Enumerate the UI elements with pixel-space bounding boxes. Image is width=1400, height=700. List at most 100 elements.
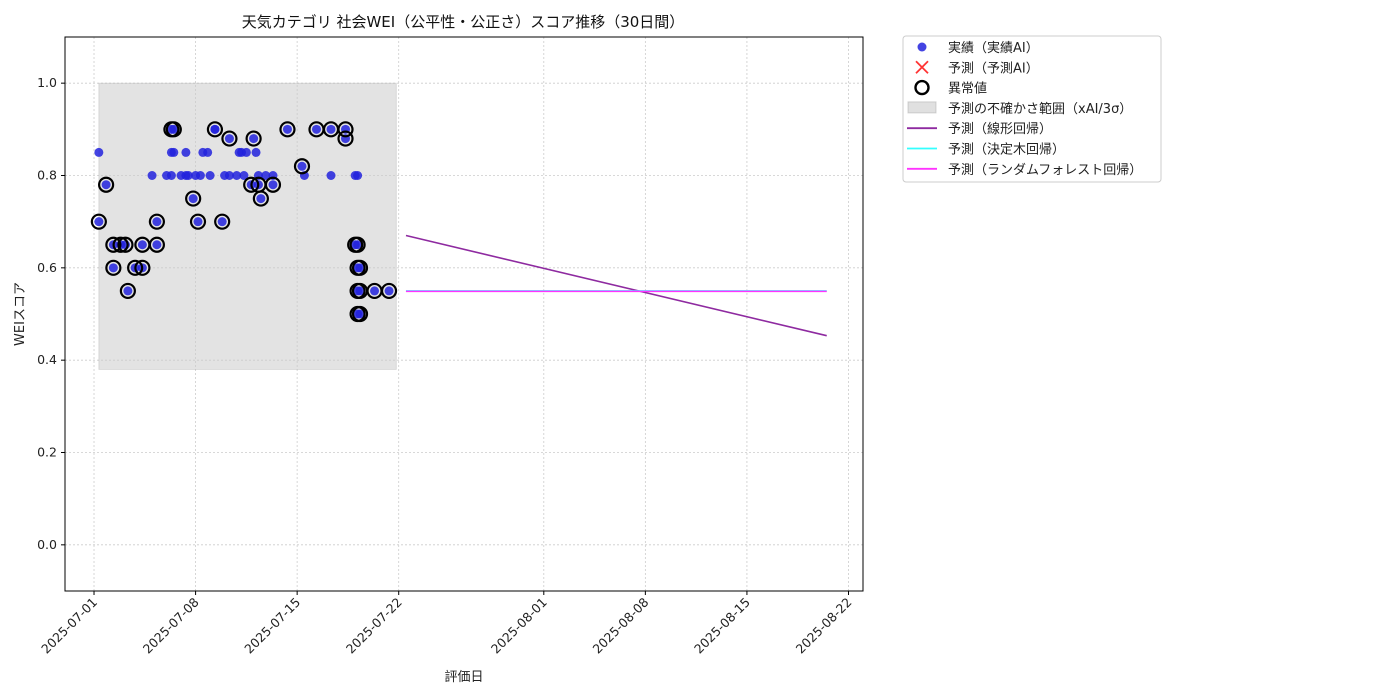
anomaly-marker (264, 176, 282, 193)
anomaly-marker (134, 259, 151, 276)
actual-point (241, 147, 251, 157)
anomaly-marker (148, 236, 165, 253)
actual-point (355, 263, 365, 273)
actual-point (94, 217, 104, 227)
legend-marker-ring (914, 79, 930, 96)
anomaly-marker (112, 236, 129, 253)
actual-point (123, 286, 133, 296)
legend-entry: 予測（決定木回帰） (907, 142, 1065, 158)
actual-point (152, 240, 162, 250)
legend-entry: 予測の不確かさ範囲（xAI/3σ） (907, 101, 1132, 117)
anomaly-marker (351, 305, 369, 323)
legend-entry: 実績（実績AI） (917, 40, 1039, 56)
legend-label: 予測の不確かさ範囲（xAI/3σ） (948, 101, 1132, 117)
actual-point (205, 171, 215, 180)
y-tick-label: 1.0 (37, 75, 57, 90)
actual-point (326, 124, 336, 134)
anomaly-markers (90, 121, 398, 323)
prediction-line-linear (405, 234, 827, 337)
actual-point (384, 286, 394, 296)
anomaly-marker (293, 158, 311, 175)
actual-point (370, 286, 380, 296)
actual-point (217, 217, 227, 227)
anomaly-marker (105, 259, 122, 276)
actual-point (94, 147, 104, 157)
legend-label: 実績（実績AI） (948, 40, 1039, 56)
actual-point (224, 171, 234, 180)
anomaly-marker (117, 236, 134, 253)
actual-point (297, 161, 307, 171)
anomaly-marker (105, 236, 122, 253)
anomaly-marker (252, 190, 269, 207)
prediction-lines (405, 234, 827, 337)
actual-point (210, 124, 220, 134)
actual-point (353, 171, 363, 180)
legend-marker-dot (917, 42, 927, 52)
plot-area (64, 36, 864, 592)
anomaly-marker (98, 176, 115, 193)
actual-point (355, 309, 365, 319)
actual-point (326, 171, 336, 180)
actual-point (203, 147, 213, 157)
anomaly-marker (351, 259, 369, 276)
actual-point (137, 240, 147, 250)
y-axis: 0.0 0.2 0.4 0.6 0.8 1.0 (37, 75, 65, 552)
legend-entry: 異常値 (914, 79, 987, 97)
legend-entry: 予測（ランダムフォレスト回帰） (907, 162, 1142, 178)
anomaly-marker (380, 282, 398, 300)
actual-point (249, 134, 259, 144)
anomaly-marker (214, 213, 231, 230)
actual-point (108, 263, 118, 273)
legend-box (902, 35, 1162, 183)
legend-label: 異常値 (948, 81, 987, 97)
actual-point (169, 124, 179, 134)
anomaly-marker (127, 259, 144, 276)
anomaly-marker (189, 213, 207, 230)
actual-point (195, 171, 205, 180)
anomaly-marker (185, 190, 202, 207)
actual-point (239, 171, 249, 180)
anomaly-marker (206, 121, 224, 138)
actual-point (251, 147, 261, 157)
legend-label: 予測（ランダムフォレスト回帰） (948, 162, 1142, 178)
actual-point (355, 286, 365, 296)
anomaly-marker (245, 130, 262, 147)
legend-label: 予測（予測AI） (948, 61, 1039, 76)
actual-point (101, 180, 111, 190)
actual-point (169, 147, 179, 157)
y-tick-label: 0.4 (37, 352, 57, 367)
actual-point (282, 124, 292, 134)
legend-label: 予測（決定木回帰） (948, 142, 1065, 158)
anomaly-marker (337, 121, 354, 138)
y-tick-label: 0.2 (37, 445, 57, 460)
anomaly-marker (165, 121, 182, 138)
anomaly-marker (337, 130, 354, 147)
y-tick-label: 0.0 (37, 537, 57, 552)
legend-marker-x (915, 60, 929, 74)
actual-point (224, 134, 234, 144)
anomaly-marker (119, 282, 136, 300)
actual-point (232, 171, 242, 180)
actual-point (311, 124, 321, 134)
anomaly-marker (243, 176, 260, 193)
anomaly-marker (221, 130, 238, 147)
y-tick-label: 0.6 (37, 260, 57, 275)
actual-point (268, 180, 278, 190)
legend-entry: 予測（予測AI） (915, 60, 1039, 76)
anomaly-marker (90, 213, 107, 230)
actual-point (188, 194, 198, 204)
legend-label: 予測（線形回帰） (948, 121, 1052, 137)
legend-entry: 予測（線形回帰） (907, 121, 1052, 137)
actual-point (147, 171, 157, 180)
anomaly-marker (349, 236, 366, 253)
actual-point (183, 171, 193, 180)
y-tick-label: 0.8 (37, 168, 57, 183)
anomaly-marker (148, 213, 165, 230)
legend-marker-band (907, 101, 937, 114)
actual-point (353, 240, 363, 250)
anomaly-marker (279, 121, 296, 138)
actual-point (256, 194, 266, 204)
actual-point (261, 171, 271, 180)
